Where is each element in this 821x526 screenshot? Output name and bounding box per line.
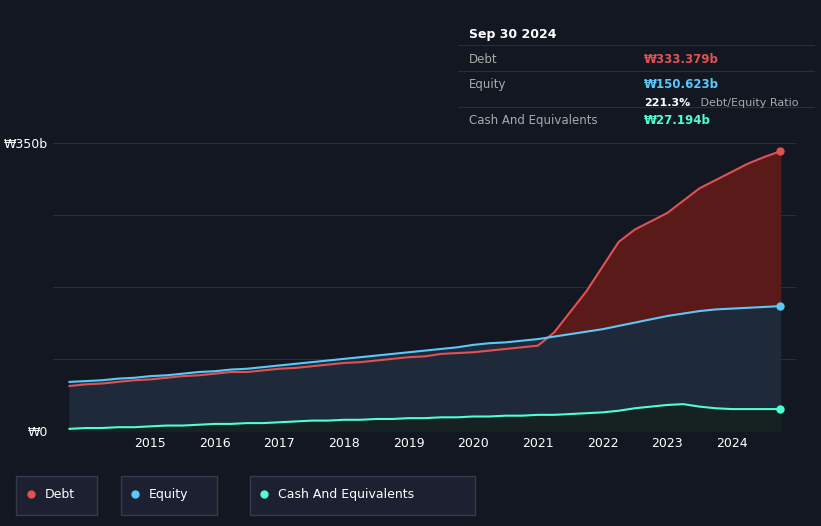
Text: Debt/Equity Ratio: Debt/Equity Ratio (697, 98, 799, 108)
Text: Equity: Equity (469, 78, 507, 91)
FancyBboxPatch shape (121, 476, 218, 515)
Text: Debt: Debt (44, 488, 75, 501)
Text: Cash And Equivalents: Cash And Equivalents (469, 114, 598, 127)
Text: ₩27.194b: ₩27.194b (644, 114, 711, 127)
Text: Debt: Debt (469, 53, 498, 66)
Text: Cash And Equivalents: Cash And Equivalents (277, 488, 414, 501)
Text: ₩333.379b: ₩333.379b (644, 53, 718, 66)
Text: Sep 30 2024: Sep 30 2024 (469, 28, 557, 42)
Text: Equity: Equity (149, 488, 189, 501)
Text: ₩150.623b: ₩150.623b (644, 78, 719, 91)
Text: 221.3%: 221.3% (644, 98, 690, 108)
FancyBboxPatch shape (250, 476, 475, 515)
FancyBboxPatch shape (16, 476, 97, 515)
